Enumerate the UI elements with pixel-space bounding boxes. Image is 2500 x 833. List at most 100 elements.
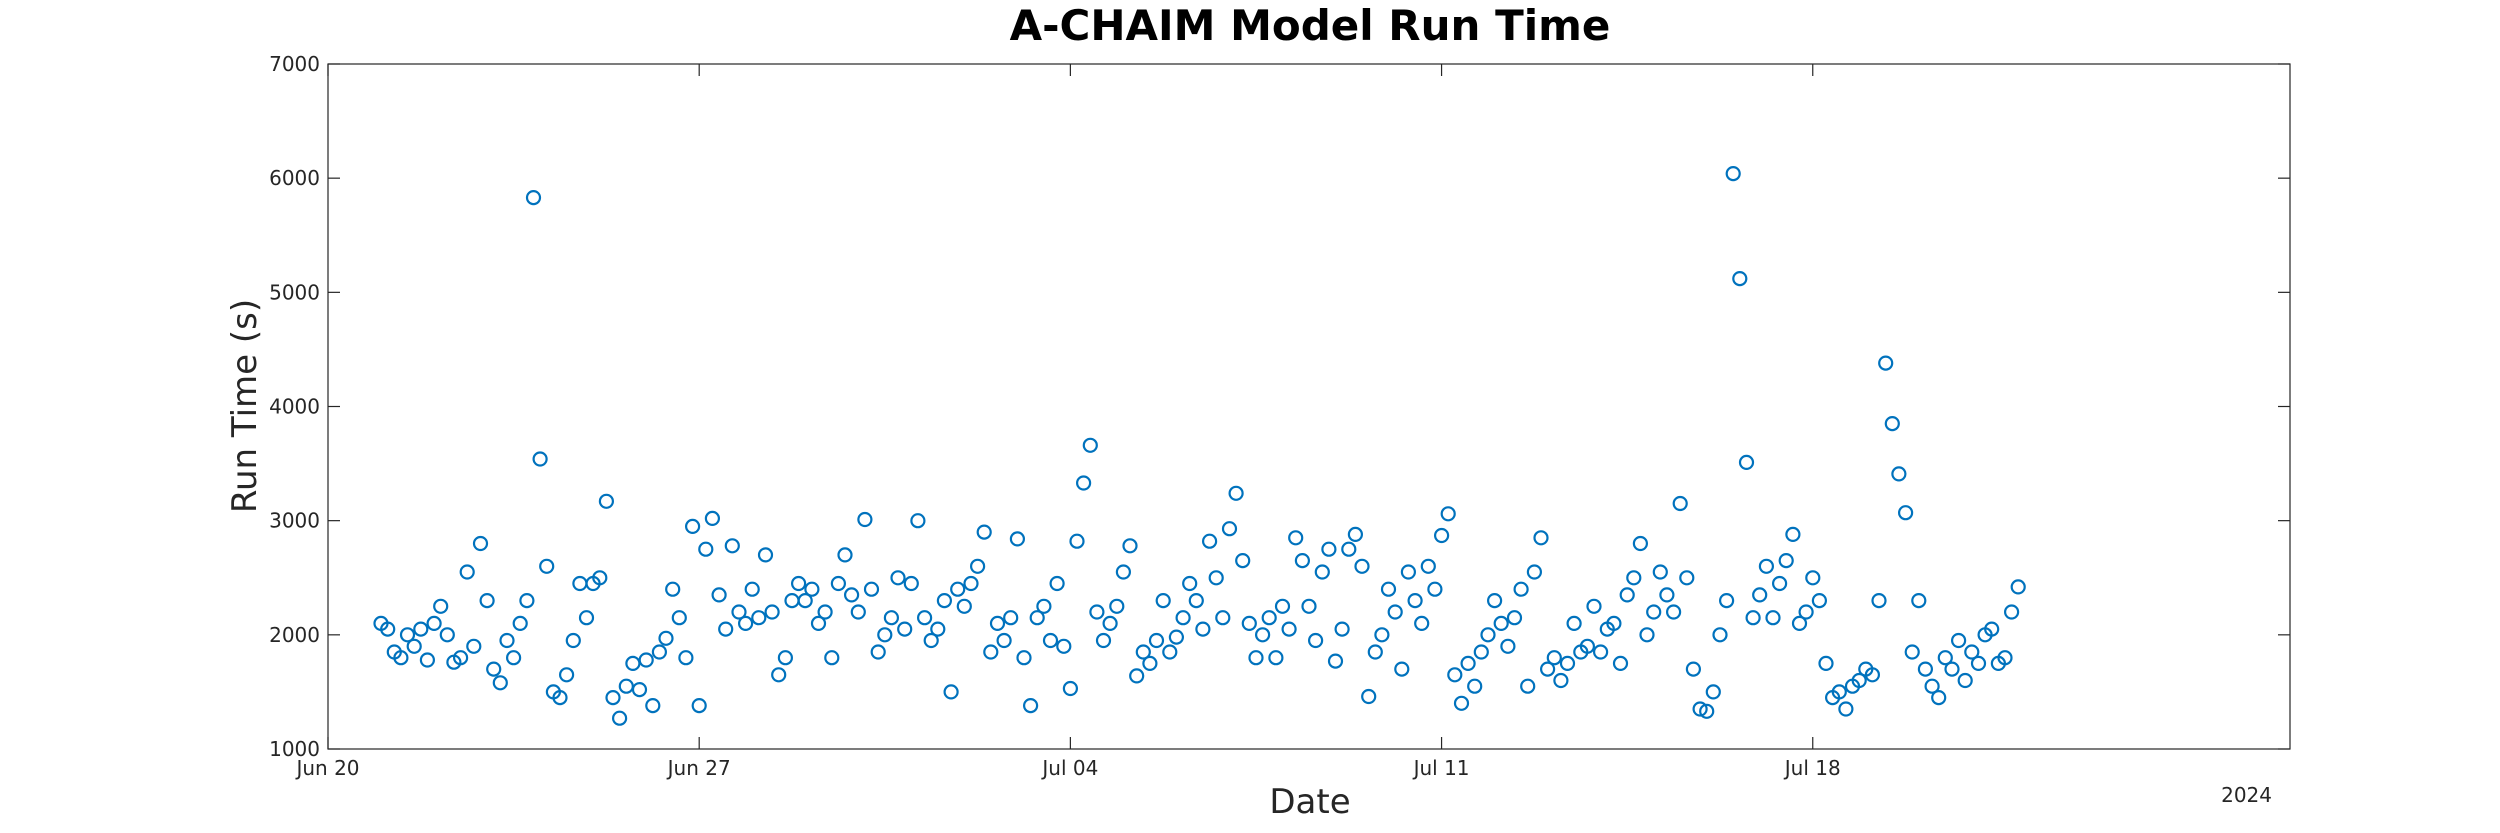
data-point bbox=[790, 575, 807, 592]
data-point bbox=[1699, 703, 1715, 719]
data-point bbox=[1838, 701, 1854, 717]
data-point bbox=[1917, 661, 1934, 677]
data-point bbox=[830, 575, 847, 592]
data-points bbox=[373, 166, 2026, 726]
data-point bbox=[492, 675, 508, 691]
data-point bbox=[678, 650, 694, 666]
data-point bbox=[1831, 684, 1847, 700]
data-point bbox=[1520, 678, 1536, 694]
data-point bbox=[1904, 644, 1920, 660]
data-point bbox=[837, 547, 853, 563]
data-point bbox=[1062, 680, 1079, 697]
data-point bbox=[1553, 672, 1569, 689]
data-point bbox=[2003, 604, 2020, 620]
data-point bbox=[426, 615, 442, 632]
data-point bbox=[1506, 610, 1523, 626]
data-point bbox=[512, 615, 528, 632]
data-point bbox=[658, 630, 674, 646]
data-point bbox=[1095, 632, 1112, 649]
data-point bbox=[1168, 629, 1185, 645]
x-tick-label: Jul 18 bbox=[1783, 756, 1841, 780]
data-point bbox=[1414, 615, 1430, 632]
y-tick-label: 7000 bbox=[269, 52, 320, 76]
data-point bbox=[930, 621, 946, 637]
data-point bbox=[1321, 541, 1337, 557]
data-point bbox=[1420, 558, 1436, 574]
data-point bbox=[1546, 650, 1562, 666]
data-point bbox=[1539, 661, 1556, 677]
data-point bbox=[916, 610, 933, 626]
x-tick-label: Jun 27 bbox=[666, 756, 731, 780]
data-point bbox=[711, 587, 727, 603]
data-point bbox=[1195, 621, 1211, 637]
data-point bbox=[903, 575, 919, 592]
chart-title: A-CHAIM Model Run Time bbox=[1010, 1, 1611, 50]
data-point bbox=[910, 513, 926, 529]
data-point bbox=[1427, 581, 1443, 597]
data-point bbox=[698, 541, 714, 557]
data-point bbox=[757, 547, 774, 563]
data-point bbox=[1009, 531, 1026, 547]
data-point bbox=[1533, 530, 1549, 546]
data-point bbox=[1672, 495, 1688, 512]
data-point bbox=[399, 627, 416, 643]
data-point bbox=[1215, 610, 1231, 626]
data-point bbox=[519, 592, 535, 609]
data-point bbox=[1003, 610, 1019, 626]
data-point bbox=[1712, 627, 1728, 643]
data-point bbox=[1254, 627, 1271, 643]
data-point bbox=[1188, 592, 1204, 609]
data-point bbox=[1288, 530, 1304, 546]
data-point bbox=[817, 604, 833, 620]
data-point bbox=[969, 558, 986, 574]
data-point bbox=[1791, 615, 1808, 632]
data-point bbox=[684, 518, 701, 535]
data-point bbox=[784, 592, 800, 609]
data-point bbox=[472, 535, 489, 552]
data-point bbox=[1639, 627, 1655, 643]
data-point bbox=[1341, 541, 1357, 557]
data-point bbox=[1460, 655, 1476, 672]
data-point bbox=[1022, 697, 1039, 714]
data-point bbox=[1135, 644, 1151, 660]
data-point bbox=[1307, 632, 1324, 649]
data-point bbox=[1984, 621, 2000, 637]
x-axis-label: Date bbox=[1269, 782, 1350, 822]
data-point bbox=[393, 650, 409, 666]
data-point bbox=[744, 581, 760, 597]
data-point bbox=[1864, 667, 1881, 683]
data-point bbox=[1632, 535, 1649, 552]
data-point bbox=[1400, 564, 1417, 580]
data-point bbox=[1109, 598, 1125, 614]
data-point bbox=[983, 644, 999, 660]
data-point bbox=[1314, 564, 1330, 580]
data-point bbox=[857, 511, 873, 528]
data-point bbox=[1261, 610, 1277, 626]
data-point bbox=[1937, 650, 1953, 666]
data-point bbox=[1069, 533, 1085, 549]
y-axis-label: Run Time (s) bbox=[225, 299, 265, 513]
data-point bbox=[1798, 604, 1814, 620]
data-point bbox=[1493, 615, 1509, 632]
data-point bbox=[950, 581, 966, 597]
data-point bbox=[1579, 638, 1596, 654]
data-point bbox=[1433, 527, 1450, 544]
data-point bbox=[618, 678, 634, 694]
data-point bbox=[1480, 627, 1496, 643]
data-point bbox=[996, 632, 1012, 649]
data-point bbox=[943, 684, 959, 700]
data-point bbox=[1301, 598, 1317, 614]
y-tick-label: 1000 bbox=[269, 737, 320, 761]
data-point bbox=[1718, 592, 1735, 609]
data-point bbox=[691, 697, 707, 714]
data-point bbox=[1380, 581, 1397, 597]
data-point bbox=[1745, 610, 1761, 626]
data-point bbox=[1347, 526, 1364, 543]
data-point bbox=[532, 451, 548, 467]
data-point bbox=[1016, 650, 1032, 666]
data-point bbox=[1361, 688, 1377, 705]
data-point bbox=[883, 610, 900, 626]
data-point bbox=[1679, 570, 1695, 586]
data-point bbox=[731, 604, 747, 620]
data-point bbox=[850, 604, 866, 620]
